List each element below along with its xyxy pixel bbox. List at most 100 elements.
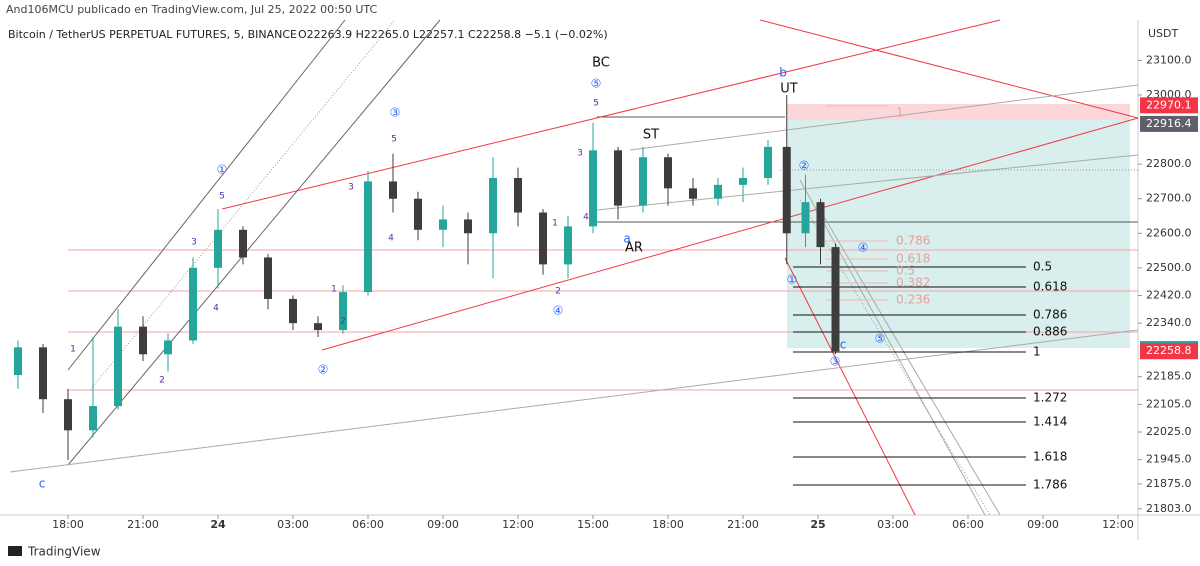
x-tick-label: 09:00 — [427, 518, 459, 531]
trend-line — [321, 117, 1139, 351]
annotation: ST — [643, 128, 659, 143]
annotation: 4 — [213, 304, 219, 314]
annotation: c — [840, 338, 847, 352]
x-tick-label: 03:00 — [277, 518, 309, 531]
y-tick-label: 22420.0 — [1146, 288, 1192, 301]
candle-body — [414, 198, 422, 230]
annotation: 0.618 — [896, 252, 930, 266]
dotted-line — [799, 199, 991, 516]
candle-body — [14, 347, 22, 376]
annotation: 0.786 — [896, 234, 930, 248]
trend-line — [67, 19, 441, 466]
x-tick-label: 06:00 — [952, 518, 984, 531]
annotation: ⑤ — [591, 77, 602, 91]
candle-body — [114, 326, 122, 407]
price-tag-label: 22916.4 — [1146, 117, 1192, 130]
price-tag-label: 22258.8 — [1146, 344, 1192, 357]
candle-body — [801, 202, 810, 234]
candle-body — [289, 298, 297, 324]
annotation: 2 — [555, 287, 561, 297]
annotation: 1.618 — [1033, 450, 1067, 464]
candle-body — [189, 267, 197, 341]
symbol: Bitcoin / TetherUS PERPETUAL FUTURES, 5,… — [8, 28, 297, 41]
x-tick-label: 25 — [810, 518, 825, 531]
candle-body — [614, 150, 622, 206]
x-tick-label: 03:00 — [877, 518, 909, 531]
x-tick-label: 12:00 — [1102, 518, 1134, 531]
annotation: 0.5 — [1033, 260, 1052, 274]
dotted-line — [89, 19, 396, 391]
annotation: ① — [787, 273, 798, 287]
candle-body — [339, 292, 347, 331]
candle-body — [389, 181, 397, 199]
candle-body — [489, 177, 497, 234]
x-tick-label: 15:00 — [577, 518, 609, 531]
stop-zone — [787, 104, 1130, 120]
annotation: 4 — [388, 234, 394, 244]
x-tick-label: 18:00 — [52, 518, 84, 531]
annotation: 0.5 — [896, 264, 915, 278]
annotation: 1 — [1033, 345, 1041, 359]
annotation: 3 — [577, 149, 583, 159]
candle-body — [689, 188, 697, 199]
candle-body — [589, 150, 597, 227]
price-tag — [1140, 115, 1198, 132]
y-tick-label: 21803.0 — [1146, 502, 1192, 515]
annotation: ③ — [830, 355, 841, 369]
y-tick-label: 22500.0 — [1146, 261, 1192, 274]
axis-unit: USDT — [1148, 27, 1179, 40]
publisher: And106MCU publicado en TradingView.com, … — [6, 3, 377, 16]
trend-line — [799, 179, 986, 516]
annotation: 0.236 — [896, 293, 930, 307]
trend-line — [67, 19, 346, 371]
annotation: 5 — [219, 192, 225, 202]
annotation: 5 — [391, 135, 397, 145]
y-tick-label: 22600.0 — [1146, 226, 1192, 239]
candle-body — [364, 181, 372, 293]
y-tick-label: 22340.0 — [1146, 316, 1192, 329]
annotation: 2 — [340, 317, 346, 327]
annotation: UT — [780, 82, 798, 97]
x-tick-label: 09:00 — [1027, 518, 1059, 531]
candle-body — [39, 347, 47, 400]
y-tick-label: 21875.0 — [1146, 477, 1192, 490]
annotation: a — [623, 232, 630, 246]
annotation: ② — [799, 159, 810, 173]
candle-body — [89, 406, 97, 431]
y-tick-label: 22185.0 — [1146, 370, 1192, 383]
x-tick-label: 21:00 — [127, 518, 159, 531]
y-tick-label: 22025.0 — [1146, 425, 1192, 438]
x-tick-label: 21:00 — [727, 518, 759, 531]
annotation: 0.382 — [896, 276, 930, 290]
annotation: 1.786 — [1033, 478, 1067, 492]
candle-body — [439, 219, 447, 230]
annotation: 0.618 — [1033, 280, 1067, 294]
x-tick-label: 24 — [210, 518, 226, 531]
annotation: ④ — [553, 304, 564, 318]
candle-body — [214, 229, 222, 268]
candle-body — [639, 157, 647, 206]
candle-body — [816, 202, 825, 248]
ohlc: O22263.9 H22265.0 L22257.1 C22258.8 −5.1… — [298, 28, 608, 41]
annotation: 5 — [593, 99, 599, 109]
candle-body — [239, 229, 247, 258]
target-zone — [787, 120, 1130, 348]
annotation: 1.272 — [1033, 391, 1067, 405]
annotation: c — [39, 477, 46, 491]
x-tick-label: 18:00 — [652, 518, 684, 531]
x-tick-label: 12:00 — [502, 518, 534, 531]
annotation: 3 — [191, 238, 197, 248]
annotation: 1.414 — [1033, 415, 1067, 429]
annotation: ② — [318, 363, 329, 377]
y-tick-label: 22700.0 — [1146, 192, 1192, 205]
annotation: b — [779, 66, 787, 80]
price-tag-label: 22970.1 — [1146, 98, 1192, 111]
price-tag — [1140, 97, 1198, 114]
annotation: ④ — [858, 241, 869, 255]
candle-body — [264, 257, 272, 299]
candle-body — [782, 146, 791, 234]
y-tick-label: 23100.0 — [1146, 53, 1192, 66]
trend-line — [221, 19, 1001, 210]
annotation: 1 — [70, 345, 76, 355]
